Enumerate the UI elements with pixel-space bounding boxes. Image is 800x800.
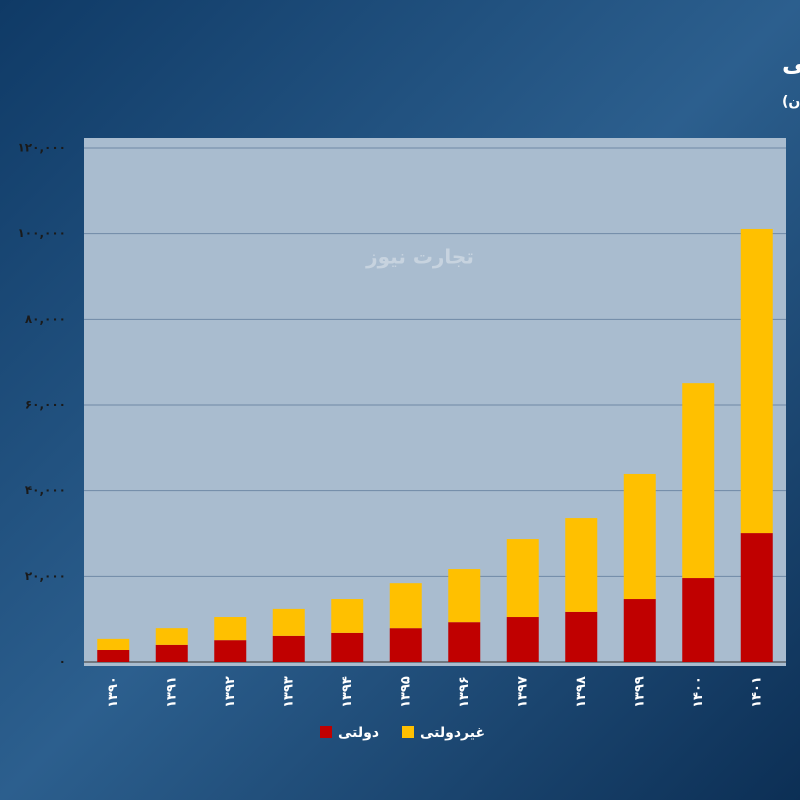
watermark: تجارت نیوز [365, 245, 474, 269]
y-tick-label: ۰ [59, 655, 66, 669]
y-tick-label: ۴۰,۰۰۰ [25, 483, 66, 497]
y-tick-label: ۱۰۰,۰۰۰ [17, 226, 66, 240]
x-tick-label: ۱۳۹۲ [223, 676, 238, 708]
y-tick-label: ۱۲۰,۰۰۰ [17, 141, 66, 155]
bar-segment [331, 632, 364, 662]
bar-segment [623, 473, 656, 600]
x-tick-label: ۱۳۹۵ [398, 676, 413, 708]
bar-segment [682, 578, 715, 662]
x-tick-label: ۱۳۹۹ [632, 676, 647, 708]
bar-segment [97, 650, 130, 662]
bar-segment [155, 628, 188, 645]
y-tick-label: ۸۰,۰۰۰ [25, 312, 66, 326]
y-tick-label: ۲۰,۰۰۰ [25, 569, 66, 583]
y-tick-label: ۶۰,۰۰۰ [25, 398, 66, 412]
chart-title: سهم بیمه‌های دولتی و غیردولتی از خسارت‌ه… [782, 49, 800, 77]
bar-segment [331, 599, 364, 633]
bar-segment [506, 617, 539, 662]
bar-segment [448, 622, 481, 662]
legend-swatch [402, 726, 414, 738]
x-tick-label: ۱۳۹۷ [515, 676, 530, 708]
bar-segment [214, 617, 247, 641]
x-tick-label: ۱۳۹۱ [164, 676, 179, 708]
x-tick-label: ۱۳۹۳ [281, 676, 296, 708]
plot-area [84, 138, 786, 666]
x-tick-label: ۱۳۹۴ [340, 676, 355, 708]
legend-label: دولتی [338, 725, 379, 741]
bar-segment [565, 518, 598, 612]
bar-segment [448, 569, 481, 623]
bar-segment [97, 638, 130, 651]
bar-segment [389, 583, 422, 629]
bar-segment [155, 644, 188, 662]
bar-segment [389, 628, 422, 662]
x-tick-label: ۱۳۹۶ [457, 676, 472, 708]
chart-subtitle: (اعداد به میلیارد تومان) [782, 94, 800, 110]
bar-segment [272, 635, 305, 662]
bar-segment [740, 533, 773, 662]
bar-segment [682, 383, 715, 579]
x-tick-label: ۱۴۰۱ [749, 676, 764, 708]
bar-segment [565, 611, 598, 662]
bar-segment [623, 599, 656, 662]
legend-label: غیردولتی [420, 725, 485, 741]
bar-segment [506, 539, 539, 618]
x-tick-label: ۱۴۰۰ [691, 676, 706, 708]
bar-segment [272, 608, 305, 636]
legend-swatch [320, 726, 332, 738]
x-tick-label: ۱۳۹۰ [106, 676, 121, 708]
x-tick-label: ۱۳۹۸ [574, 676, 589, 708]
bar-segment [214, 640, 247, 662]
bar-segment [740, 228, 773, 534]
